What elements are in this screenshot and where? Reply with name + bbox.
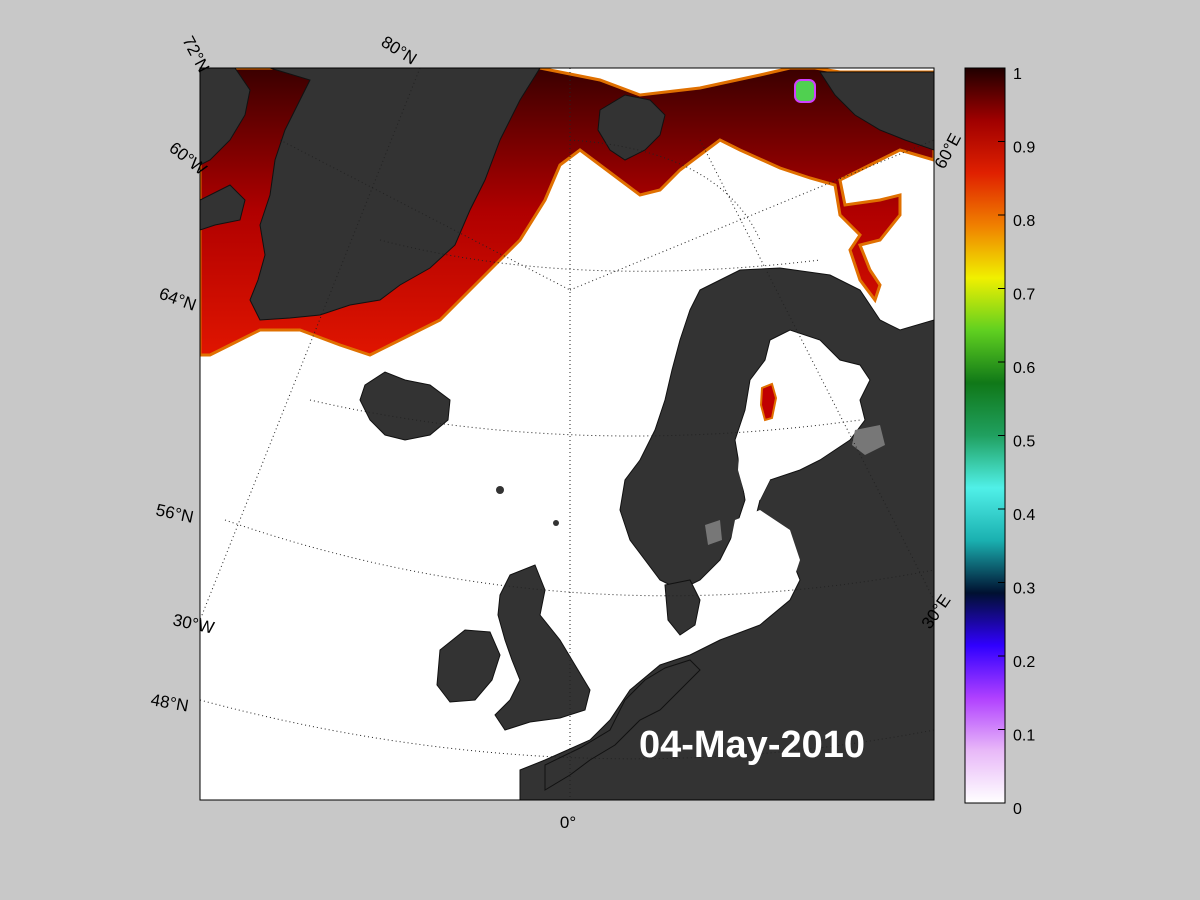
landmass-iceland <box>359 371 451 441</box>
colorbar-tick-label: 0.5 <box>1013 434 1035 451</box>
colorbar-tick-label: 0.1 <box>1013 728 1035 745</box>
lake-vanern <box>705 520 722 545</box>
landmass-denmark <box>664 579 701 636</box>
grid-lat-48 <box>200 699 934 760</box>
label-lat-72: 72°N <box>178 33 213 75</box>
colorbar: 1 0.9 0.8 0.7 0.6 0.5 0.4 0.3 0.2 0.1 0 <box>964 66 1035 818</box>
landmass-shetland <box>553 520 559 526</box>
grid-lon-60e <box>569 139 934 291</box>
map-border <box>199 67 935 801</box>
colorbar-tick-label: 0.6 <box>1013 360 1035 377</box>
baltic-sea <box>700 510 800 635</box>
grid-lon-60w <box>279 139 571 291</box>
landmass-svalbard <box>597 94 666 161</box>
landmass-great-britain <box>494 564 591 731</box>
grid-lat-64 <box>309 399 861 437</box>
label-lon-60e: 60°E <box>931 130 965 172</box>
graticule <box>200 68 934 800</box>
colorbar-tick-label: 0 <box>1013 801 1022 818</box>
label-lat-48: 48°N <box>149 690 190 715</box>
colorbar-tick-label: 0.7 <box>1013 287 1035 304</box>
landmass-europe-coast <box>544 659 701 791</box>
colorbar-tick-label: 1 <box>1013 66 1022 83</box>
landmass-novaya-zemlya <box>819 71 934 151</box>
landmass-canada <box>200 68 251 166</box>
label-lat-64: 64°N <box>157 284 199 315</box>
colorbar-tick-label: 0.4 <box>1013 507 1035 524</box>
landmass-greenland <box>249 68 541 321</box>
label-lat-56: 56°N <box>154 500 195 526</box>
date-label: 04-May-2010 <box>639 724 865 766</box>
colorbar-tick-label: 0.8 <box>1013 213 1035 230</box>
landmass-ireland <box>436 629 501 703</box>
landmass-faroe <box>496 486 504 494</box>
landmass-baffin-coast <box>200 184 246 231</box>
lake-ladoga <box>852 425 885 455</box>
map-area: 04-May-2010 <box>200 68 934 800</box>
label-lon-0: 0° <box>560 813 576 832</box>
colorbar-tick-label: 0.2 <box>1013 654 1035 671</box>
colorbar-ticks: 1 0.9 0.8 0.7 0.6 0.5 0.4 0.3 0.2 0.1 0 <box>998 66 1035 818</box>
ice-bothnian-bay <box>759 382 778 422</box>
landmass-scandinavia-russia <box>519 267 934 800</box>
label-lat-80: 80°N <box>378 32 420 68</box>
colorbar-tick-label: 0.9 <box>1013 140 1035 157</box>
ice-patch <box>794 79 816 103</box>
colorbar-tick-label: 0.3 <box>1013 581 1035 598</box>
